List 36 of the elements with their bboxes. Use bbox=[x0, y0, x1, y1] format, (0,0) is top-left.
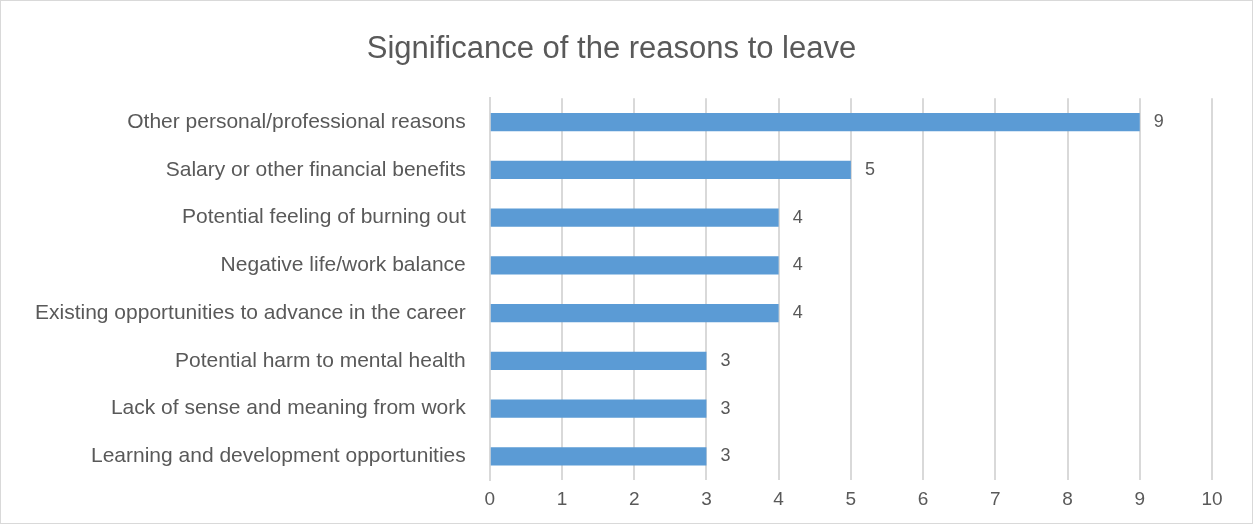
y-tick-label: Lack of sense and meaning from work bbox=[110, 395, 467, 419]
chart-title: Significance of the reasons to leave bbox=[366, 30, 857, 66]
bar bbox=[490, 304, 779, 323]
y-tick-label: Negative life/work balance bbox=[220, 252, 466, 276]
y-tick-label: Learning and development opportunities bbox=[90, 443, 466, 467]
bar bbox=[490, 447, 707, 466]
y-tick-label: Other personal/professional reasons bbox=[127, 108, 466, 132]
x-tick-label: 10 bbox=[1201, 487, 1223, 509]
data-label: 4 bbox=[792, 206, 803, 227]
bar bbox=[490, 113, 1140, 132]
y-tick-label: Salary or other financial benefits bbox=[165, 156, 466, 180]
bar bbox=[490, 256, 779, 275]
bar bbox=[490, 399, 707, 418]
data-label: 4 bbox=[792, 254, 803, 275]
x-tick-label: 5 bbox=[845, 487, 857, 509]
x-tick-label: 8 bbox=[1062, 487, 1073, 509]
data-label: 9 bbox=[1153, 111, 1164, 132]
bar bbox=[490, 208, 779, 227]
data-label: 5 bbox=[864, 158, 875, 179]
x-tick-label: 2 bbox=[628, 487, 640, 509]
x-tick-label: 0 bbox=[484, 487, 496, 509]
y-tick-label: Existing opportunities to advance in the career bbox=[34, 299, 466, 323]
bar bbox=[490, 351, 707, 370]
data-label: 4 bbox=[792, 302, 803, 323]
x-tick-label: 6 bbox=[917, 487, 929, 509]
y-tick-label: Potential feeling of burning out bbox=[182, 204, 466, 228]
data-label: 3 bbox=[720, 397, 731, 418]
x-tick-label: 3 bbox=[701, 487, 712, 509]
x-tick-label: 9 bbox=[1134, 487, 1146, 509]
data-label: 3 bbox=[720, 349, 731, 370]
data-label: 3 bbox=[720, 445, 731, 466]
bar bbox=[490, 160, 851, 179]
y-tick-label: Potential harm to mental health bbox=[175, 347, 466, 371]
x-tick-label: 7 bbox=[990, 487, 1001, 509]
x-tick-label: 4 bbox=[773, 487, 785, 509]
x-tick-label: 1 bbox=[556, 487, 568, 509]
